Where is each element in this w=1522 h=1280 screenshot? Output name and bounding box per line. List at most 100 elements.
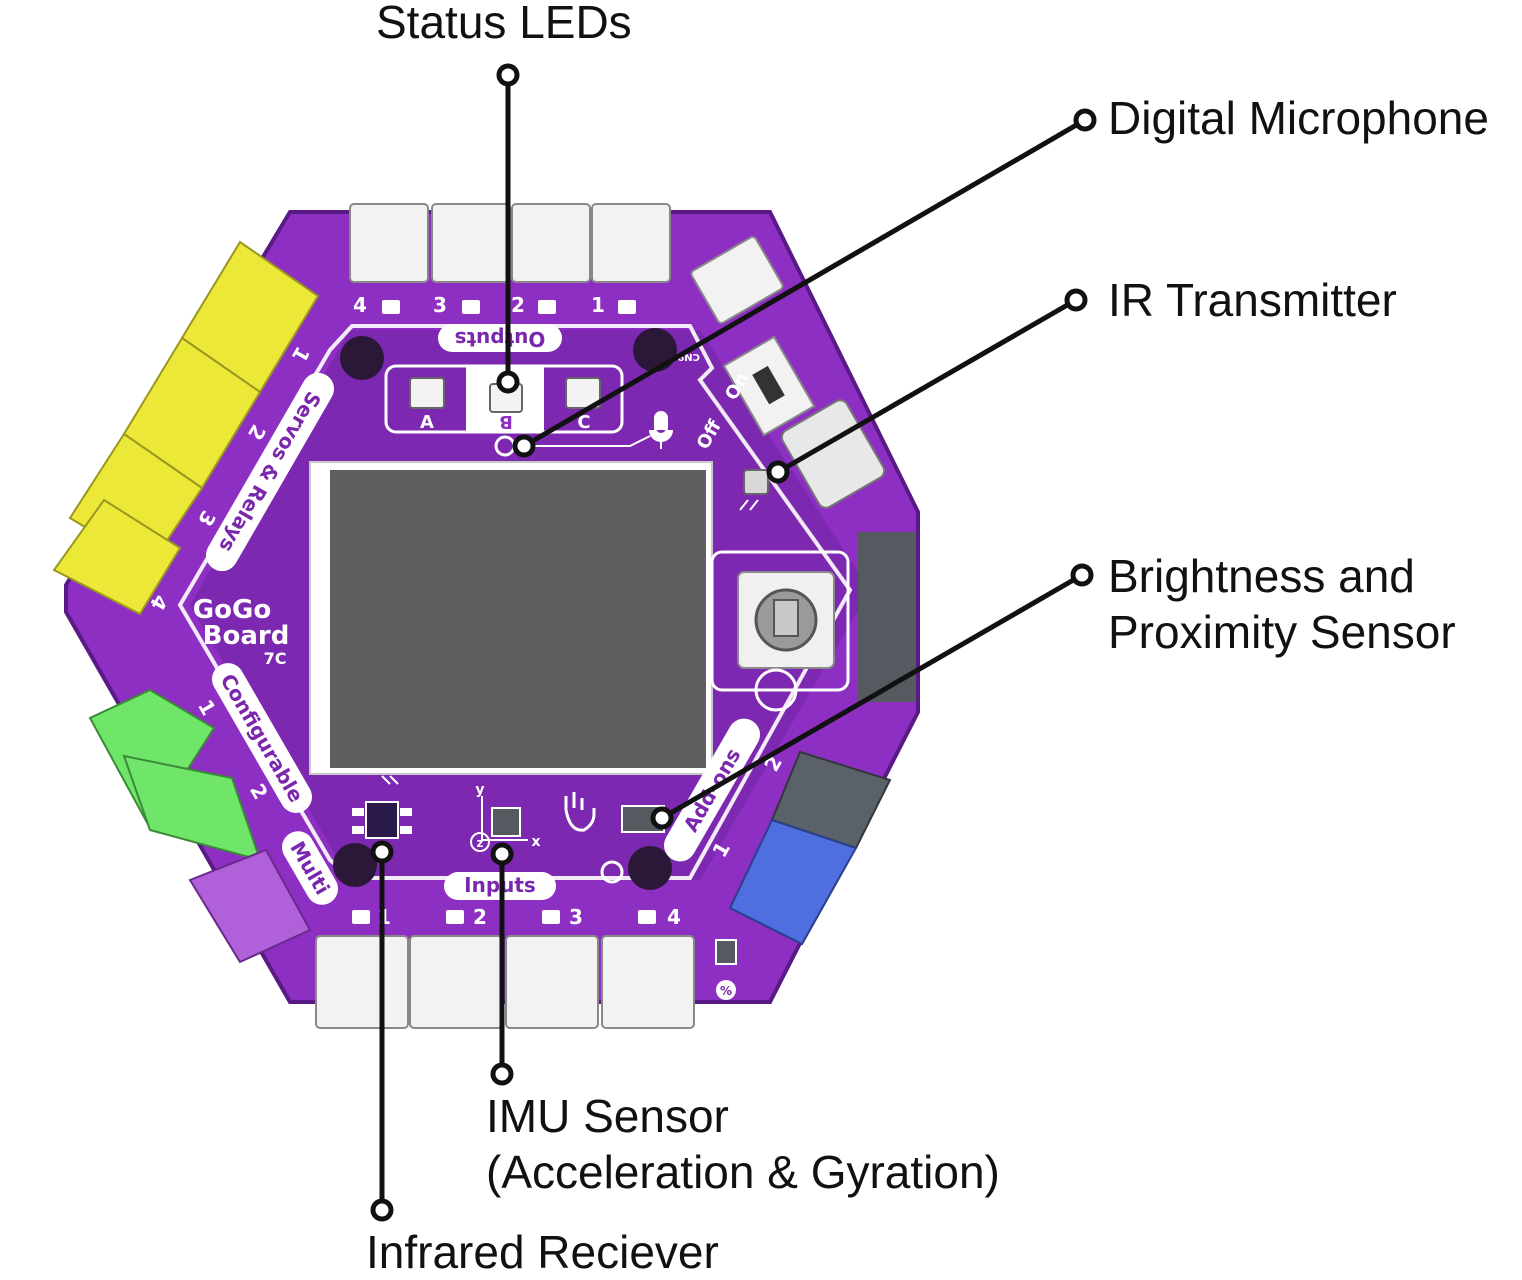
output-led-pad: [538, 300, 556, 314]
input-port-number: 3: [569, 905, 583, 929]
ir-receiver-pad: [400, 826, 412, 834]
imu-axis-x: x: [531, 834, 540, 850]
status-leds-callout: Status LEDs: [376, 0, 632, 48]
mount-hole: [340, 336, 384, 380]
outputs-label: Outputs: [455, 327, 546, 351]
ir-transmitter-callout: IR Transmitter: [1108, 274, 1397, 326]
humidity-symbol: %: [720, 984, 732, 998]
digital-microphone-leader-end: [512, 434, 536, 458]
status-led-a: [409, 377, 445, 409]
brightness-callout-line2: Proximity Sensor: [1108, 606, 1456, 658]
mount-hole: [628, 846, 672, 890]
cn-label: CN9: [677, 351, 700, 362]
input-connector: [409, 935, 503, 1029]
input-led-pad: [352, 910, 370, 924]
brand-line1: GoGo: [193, 595, 271, 625]
input-led-pad: [446, 910, 464, 924]
imu-axis-y: y: [475, 782, 484, 798]
brightness-icon: [600, 860, 624, 884]
status-led-b-label: B: [499, 411, 513, 432]
brightness-leader-end: [650, 806, 674, 830]
brightness-callout-line1: Brightness and: [1108, 550, 1415, 602]
ir-receiver-chip: [365, 801, 399, 839]
imu-z-axis-icon: [470, 832, 490, 852]
output-connectors: [349, 203, 671, 283]
brightness-leader: [660, 572, 1084, 821]
configurable-connectors: [88, 688, 262, 862]
output-led-pad: [618, 300, 636, 314]
imu-axis-z: z: [477, 836, 484, 850]
servo-connector: [52, 498, 182, 616]
imu-callout-line1: IMU Sensor: [486, 1090, 729, 1142]
output-port-number: 1: [591, 293, 605, 317]
addon-connector-blue: [728, 818, 858, 946]
microphone-icon: [649, 411, 673, 449]
multi-label-pill: [282, 831, 338, 905]
output-connector: [591, 203, 671, 283]
mic-trace: [515, 435, 651, 447]
brightness-proximity-callout: Brightness and Proximity Sensor: [1108, 548, 1456, 660]
status-led-c: [565, 377, 601, 409]
input-connector: [315, 935, 409, 1029]
imu-callout: IMU Sensor (Acceleration & Gyration): [486, 1088, 1000, 1200]
ir-receiver-pad: [400, 808, 412, 816]
top-right-connector: [690, 235, 784, 325]
status-leds-leader-start: [496, 63, 520, 87]
input-connectors: [315, 935, 695, 1029]
mount-hole: [333, 843, 377, 887]
ir-transmitter-icon: [739, 499, 759, 511]
gogo-board: 4 3 2 1 Outputs A B C: [52, 203, 920, 1029]
brightness-leader-start: [1070, 563, 1094, 587]
output-port-number: 2: [511, 293, 525, 317]
input-connector: [601, 935, 695, 1029]
infrared-receiver-leader-end: [370, 1198, 394, 1222]
ir-receiver-icon: [381, 775, 399, 785]
servos-label-pill: [206, 372, 334, 572]
ir-transmitter-leader: [776, 297, 1078, 475]
input-port-number: 4: [667, 905, 681, 929]
digital-microphone-leader-start: [1073, 108, 1097, 132]
input-port-number: 2: [473, 905, 487, 929]
output-port-number: 3: [433, 293, 447, 317]
joystick-direction-icon: [754, 668, 798, 712]
input-led-pad: [638, 910, 656, 924]
ir-receiver-pad: [352, 808, 364, 816]
output-connector: [431, 203, 511, 283]
configurable-label-pill: [212, 663, 312, 813]
battery-connector: [858, 532, 916, 702]
ir-transmitter-led: [743, 469, 769, 495]
mount-hole: [633, 328, 677, 372]
display-screen: [330, 470, 706, 768]
leader-lines: [370, 63, 1097, 1222]
input-led-pad: [542, 910, 560, 924]
imu-leader-start: [490, 842, 514, 866]
humidity-sensor-chip: [715, 939, 737, 965]
hand-icon: [564, 792, 596, 832]
output-port-number: 4: [353, 293, 367, 317]
humidity-icon: [716, 980, 736, 1000]
ir-transmitter-leader-start: [1064, 288, 1088, 312]
infrared-receiver-leader-start: [370, 840, 394, 864]
imu-chip: [491, 807, 521, 837]
ir-receiver-pad: [352, 826, 364, 834]
power-switch-knob: [752, 365, 785, 405]
output-connector: [511, 203, 591, 283]
output-led-pad: [462, 300, 480, 314]
outputs-label-pill: [438, 324, 562, 352]
input-connector: [505, 935, 599, 1029]
digital-microphone-leader: [522, 117, 1087, 449]
status-led-c-label: C: [577, 412, 590, 433]
status-led-a-label: A: [420, 412, 434, 433]
joystick-frame: [710, 550, 850, 692]
model-label: 7C: [264, 649, 287, 668]
brand-line2: Board: [203, 621, 290, 651]
multi-connector: [188, 848, 312, 964]
digital-microphone-callout: Digital Microphone: [1108, 92, 1489, 144]
output-connector: [349, 203, 429, 283]
joystick-knob-mark: [773, 599, 799, 637]
status-leds-leader-end: [496, 370, 520, 394]
addon-connectors: [728, 750, 892, 946]
imu-callout-line2: (Acceleration & Gyration): [486, 1146, 1000, 1198]
imu-leader-end: [490, 1062, 514, 1086]
